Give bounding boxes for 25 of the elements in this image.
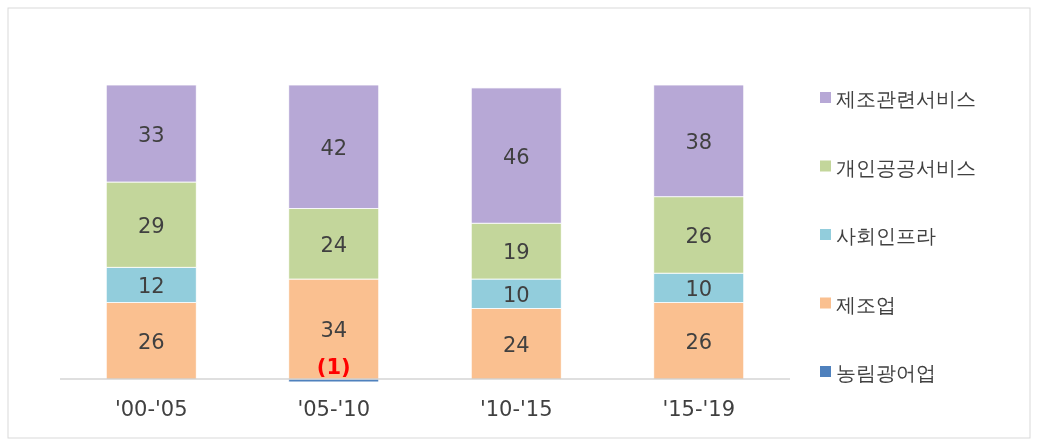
- data-label: 34: [320, 318, 348, 343]
- data-label: 26: [685, 329, 713, 354]
- legend-label: 사회인프라: [836, 224, 936, 248]
- data-label: 38: [685, 129, 713, 154]
- data-label: 46: [502, 144, 530, 169]
- data-label: 19: [502, 240, 530, 265]
- data-label: (1): [316, 355, 351, 379]
- data-label: 29: [137, 213, 165, 238]
- x-tick-label: '15-'19: [662, 397, 736, 421]
- x-tick-label: '05-'10: [297, 397, 371, 421]
- data-label: 10: [502, 282, 530, 307]
- data-label: 33: [137, 122, 165, 147]
- legend-label: 제조관련서비스: [836, 87, 976, 111]
- data-label: 26: [685, 223, 713, 248]
- x-tick-label: '00-'05: [114, 397, 188, 421]
- legend-label: 농림광어업: [836, 361, 936, 385]
- data-label: 24: [320, 232, 348, 257]
- legend-label: 개인공공서비스: [836, 155, 976, 180]
- data-label: 24: [502, 332, 530, 357]
- x-tick-label: '10-'15: [479, 397, 553, 421]
- legend-label: 제조업: [836, 292, 896, 317]
- data-label: 10: [685, 276, 713, 301]
- data-label: 42: [320, 135, 348, 160]
- data-label: 26: [137, 329, 165, 354]
- data-label: 12: [137, 273, 165, 298]
